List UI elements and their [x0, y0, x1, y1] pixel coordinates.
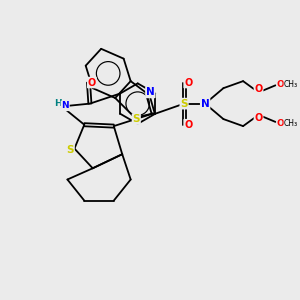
Text: CH₃: CH₃ [284, 80, 298, 89]
Text: O: O [184, 120, 192, 130]
Text: O: O [277, 80, 285, 89]
Text: O: O [184, 77, 192, 88]
Text: S: S [180, 99, 188, 109]
Text: O: O [277, 118, 285, 127]
Text: O: O [254, 113, 263, 123]
Text: S: S [67, 145, 74, 155]
Text: S: S [133, 114, 140, 124]
Text: O: O [88, 77, 96, 88]
Text: H: H [54, 99, 61, 108]
Text: N: N [61, 101, 69, 110]
Text: N: N [146, 87, 155, 98]
Text: O: O [254, 84, 263, 94]
Text: CH₃: CH₃ [284, 118, 298, 127]
Text: N: N [201, 99, 209, 109]
